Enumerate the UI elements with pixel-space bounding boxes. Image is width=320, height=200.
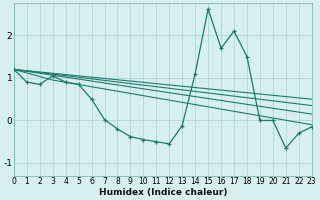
X-axis label: Humidex (Indice chaleur): Humidex (Indice chaleur) <box>99 188 227 197</box>
